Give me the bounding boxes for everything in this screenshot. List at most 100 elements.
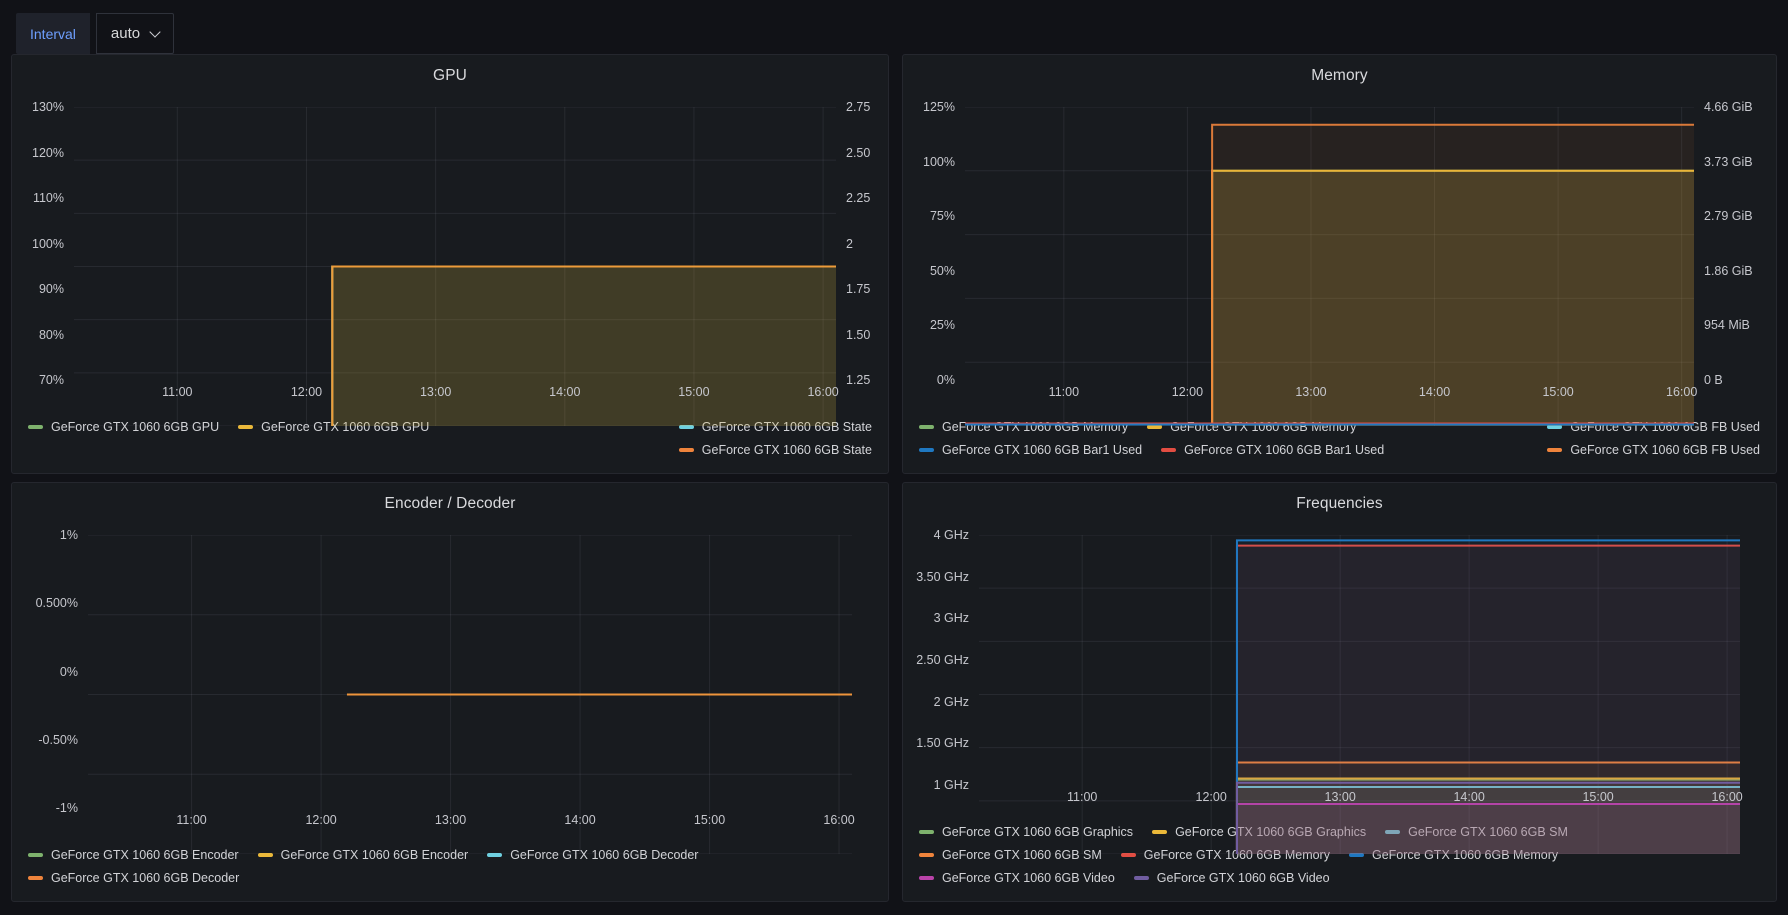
x-tick-label: 12:00 (291, 385, 322, 399)
x-tick-label: 13:00 (420, 385, 451, 399)
y-tick-label: 1.50 GHz (916, 736, 969, 750)
legend-item[interactable]: GeForce GTX 1060 6GB State (679, 443, 872, 457)
legend-label: GeForce GTX 1060 6GB Decoder (51, 871, 239, 885)
y-tick-label: 70% (39, 373, 64, 387)
legend-swatch (919, 448, 934, 452)
y-axis-right (852, 535, 888, 808)
legend-row: GeForce GTX 1060 6GB Bar1 Used GeForce GT… (919, 438, 1384, 461)
x-tick-label: 11:00 (162, 385, 192, 399)
x-tick-label: 15:00 (694, 813, 725, 827)
y-tick-label: 125% (923, 100, 955, 114)
dashboard-grid: GPU 130%120%110%100%90%80%70% 2.752.502.… (0, 54, 1788, 902)
y-tick-label: 3 GHz (934, 611, 969, 625)
legend-label: GeForce GTX 1060 6GB FB Used (1570, 443, 1760, 457)
legend-label: GeForce GTX 1060 6GB State (702, 443, 872, 457)
legend-swatch (919, 830, 934, 834)
legend-label: GeForce GTX 1060 6GB Bar1 Used (942, 443, 1142, 457)
y-tick-label: 2.79 GiB (1704, 209, 1753, 223)
legend-item[interactable]: GeForce GTX 1060 6GB Video (1134, 871, 1330, 885)
x-tick-label: 15:00 (1582, 790, 1613, 804)
legend-swatch (1134, 876, 1149, 880)
y-tick-label: 2.50 GHz (916, 653, 969, 667)
interval-value-text: auto (111, 25, 140, 42)
x-tick-label: 13:00 (435, 813, 466, 827)
x-tick-label: 15:00 (678, 385, 709, 399)
chart-area: 1%0.500%0%-0.50%-1% (12, 535, 888, 808)
interval-variable-select[interactable]: auto (96, 13, 174, 54)
x-tick-label: 14:00 (1453, 790, 1484, 804)
x-tick-label: 12:00 (1172, 385, 1203, 399)
legend-row: GeForce GTX 1060 6GB State (679, 438, 872, 461)
plot-area[interactable] (979, 535, 1740, 785)
y-tick-label: 0.500% (36, 596, 78, 610)
y-tick-label: 1.25 (846, 373, 870, 387)
y-tick-label: 1.50 (846, 328, 870, 342)
panel-title-gpu[interactable]: GPU (12, 55, 888, 107)
legend-label: GeForce GTX 1060 6GB Video (1157, 871, 1330, 885)
y-tick-label: 0 B (1704, 373, 1723, 387)
legend-row: GeForce GTX 1060 6GB Decoder (28, 866, 698, 889)
y-tick-label: 100% (923, 155, 955, 169)
y-axis-left: 125%100%75%50%25%0% (903, 107, 965, 380)
y-axis-left: 4 GHz3.50 GHz3 GHz2.50 GHz2 GHz1.50 GHz1… (903, 535, 979, 785)
y-tick-label: -1% (56, 801, 78, 815)
y-axis-left: 1%0.500%0%-0.50%-1% (12, 535, 88, 808)
legend-swatch (919, 853, 934, 857)
legend-item[interactable]: GeForce GTX 1060 6GB Video (919, 871, 1115, 885)
plot-area[interactable] (74, 107, 836, 380)
x-axis: 11:0012:0013:0014:0015:0016:00 (979, 785, 1740, 811)
y-tick-label: 25% (930, 318, 955, 332)
plot-area[interactable] (88, 535, 852, 808)
chart-svg (965, 107, 1694, 426)
panel-title-memory[interactable]: Memory (903, 55, 1776, 107)
panel-title-encoder-decoder[interactable]: Encoder / Decoder (12, 483, 888, 535)
y-tick-label: 2.25 (846, 191, 870, 205)
y-tick-label: 50% (930, 264, 955, 278)
y-tick-label: 2.75 (846, 100, 870, 114)
legend-swatch (679, 448, 694, 452)
panel-title-frequencies[interactable]: Frequencies (903, 483, 1776, 535)
plot-area[interactable] (965, 107, 1694, 380)
interval-variable-label: Interval (16, 13, 90, 54)
chart-svg (88, 535, 852, 854)
y-tick-label: 2 (846, 237, 853, 251)
y-axis-right: 4.66 GiB3.73 GiB2.79 GiB1.86 GiB954 MiB0… (1694, 107, 1776, 380)
panel-memory: Memory 125% 100% 75% 50% 25% 0% 4.66 GiB3.73 … (902, 54, 1777, 474)
legend-item[interactable]: GeForce GTX 1060 6GB FB Used (1547, 443, 1760, 457)
x-tick-label: 13:00 (1295, 385, 1326, 399)
y-tick-label: 80% (39, 328, 64, 342)
legend-item[interactable]: GeForce GTX 1060 6GB Bar1 Used (1161, 443, 1384, 457)
y-tick-label: -0.50% (38, 733, 78, 747)
y-tick-label: 130% (32, 100, 64, 114)
x-tick-label: 11:00 (1049, 385, 1079, 399)
y-tick-label: 1 GHz (934, 778, 969, 792)
x-tick-label: 16:00 (807, 385, 838, 399)
y-tick-label: 75% (930, 209, 955, 223)
y-tick-label: 0% (60, 665, 78, 679)
y-tick-label: 4 GHz (934, 528, 969, 542)
y-tick-label: 110% (33, 191, 64, 205)
y-tick-label: 1% (60, 528, 78, 542)
y-tick-label: 120% (32, 146, 64, 160)
x-axis: 11:0012:0013:0014:0015:0016:00 (74, 380, 836, 406)
y-tick-label: 954 MiB (1704, 318, 1750, 332)
y-tick-label: 0% (937, 373, 955, 387)
chart-area: 130%120%110%100%90%80%70% 2.752.502.2521… (12, 107, 888, 380)
legend-item[interactable]: GeForce GTX 1060 6GB Bar1 Used (919, 443, 1142, 457)
x-tick-label: 12:00 (305, 813, 336, 827)
legend-item[interactable]: GeForce GTX 1060 6GB Decoder (28, 871, 239, 885)
legend-swatch (919, 876, 934, 880)
legend-swatch (28, 853, 43, 857)
page-title: Memory (1311, 67, 1368, 107)
x-tick-label: 12:00 (1196, 790, 1227, 804)
x-tick-label: 14:00 (1419, 385, 1450, 399)
y-tick-label: 3.50 GHz (916, 570, 969, 584)
x-tick-label: 11:00 (1067, 790, 1097, 804)
panel-frequencies: Frequencies 4 GHz3.50 GHz3 GHz2.50 GHz2 … (902, 482, 1777, 902)
page-title: GPU (433, 67, 467, 107)
x-tick-label: 16:00 (1666, 385, 1697, 399)
legend-row: GeForce GTX 1060 6GB Video GeForce GTX 10… (919, 866, 1568, 889)
x-tick-label: 16:00 (823, 813, 854, 827)
page-title: Encoder / Decoder (385, 495, 516, 535)
page-title: Frequencies (1296, 495, 1382, 535)
